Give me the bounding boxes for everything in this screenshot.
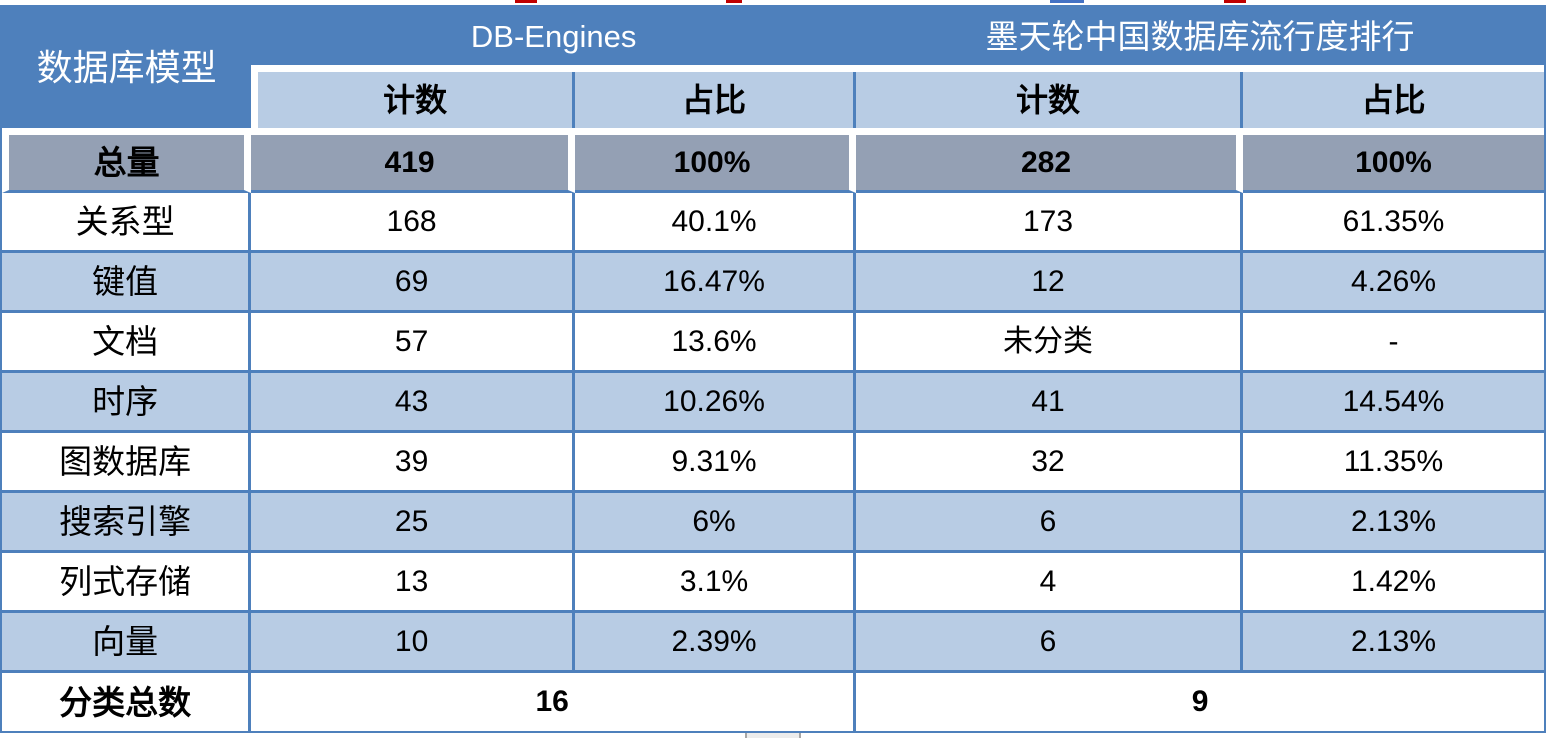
cell-value: 13 <box>251 553 575 613</box>
total-row-label: 总量 <box>2 135 252 193</box>
cell-value: 2.13% <box>1242 493 1544 553</box>
cell-value: 25 <box>251 493 575 553</box>
footer-category-count-modb: 9 <box>856 673 1544 731</box>
table-grid: 数据库模型 DB-Engines 墨天轮中国数据库流行度排行 计数 占比 计数 … <box>2 7 1544 731</box>
cell-value: 41 <box>856 373 1243 433</box>
cell-value: 173 <box>856 193 1243 253</box>
cell-value: 3.1% <box>574 553 857 613</box>
cell-value: 57 <box>251 313 575 373</box>
subheader-gap <box>2 128 1544 135</box>
subheader-share-modb: 占比 <box>1242 72 1544 128</box>
header-gap <box>251 65 1544 72</box>
cell-value: - <box>1242 313 1544 373</box>
cell-value: 61.35% <box>1242 193 1544 253</box>
total-count-modb: 282 <box>856 135 1243 193</box>
top-crop-artifact <box>726 0 742 3</box>
cell-value: 13.6% <box>574 313 857 373</box>
subheader-count-modb: 计数 <box>856 72 1243 128</box>
row-label: 关系型 <box>2 193 252 253</box>
cell-value: 16.47% <box>574 253 857 313</box>
cell-value: 2.39% <box>574 613 857 673</box>
scrollbar-remnant <box>745 733 801 738</box>
footer-category-count-db-engines: 16 <box>251 673 857 731</box>
cell-value: 6 <box>856 493 1243 553</box>
cell-value: 32 <box>856 433 1243 493</box>
cell-value: 未分类 <box>856 313 1243 373</box>
subheader-count-db-engines: 计数 <box>251 72 575 128</box>
row-label: 搜索引擎 <box>2 493 252 553</box>
cell-value: 69 <box>251 253 575 313</box>
cell-value: 2.13% <box>1242 613 1544 673</box>
subheader-share-db-engines: 占比 <box>574 72 857 128</box>
cell-value: 4.26% <box>1242 253 1544 313</box>
group-header-db-engines: DB-Engines <box>251 7 857 65</box>
row-label: 向量 <box>2 613 252 673</box>
cell-value: 39 <box>251 433 575 493</box>
cell-value: 6% <box>574 493 857 553</box>
cell-value: 14.54% <box>1242 373 1544 433</box>
cell-value: 1.42% <box>1242 553 1544 613</box>
row-label: 文档 <box>2 313 252 373</box>
cell-value: 43 <box>251 373 575 433</box>
cell-value: 10 <box>251 613 575 673</box>
top-crop-artifact <box>515 0 537 3</box>
total-share-modb: 100% <box>1242 135 1544 193</box>
cell-value: 168 <box>251 193 575 253</box>
total-count-db-engines: 419 <box>251 135 575 193</box>
total-share-db-engines: 100% <box>574 135 857 193</box>
row-label: 键值 <box>2 253 252 313</box>
row-label: 列式存储 <box>2 553 252 613</box>
cell-value: 4 <box>856 553 1243 613</box>
top-crop-artifact <box>1224 0 1246 3</box>
corner-header-database-model: 数据库模型 <box>2 7 252 128</box>
cell-value: 40.1% <box>574 193 857 253</box>
cell-value: 10.26% <box>574 373 857 433</box>
footer-row-label: 分类总数 <box>2 673 252 731</box>
cell-value: 6 <box>856 613 1243 673</box>
cell-value: 11.35% <box>1242 433 1544 493</box>
group-header-modb-ranking: 墨天轮中国数据库流行度排行 <box>856 7 1544 65</box>
row-label: 时序 <box>2 373 252 433</box>
cell-value: 9.31% <box>574 433 857 493</box>
row-label: 图数据库 <box>2 433 252 493</box>
cell-value: 12 <box>856 253 1243 313</box>
comparison-table: 数据库模型 DB-Engines 墨天轮中国数据库流行度排行 计数 占比 计数 … <box>0 5 1546 733</box>
top-crop-artifact <box>1050 0 1084 3</box>
